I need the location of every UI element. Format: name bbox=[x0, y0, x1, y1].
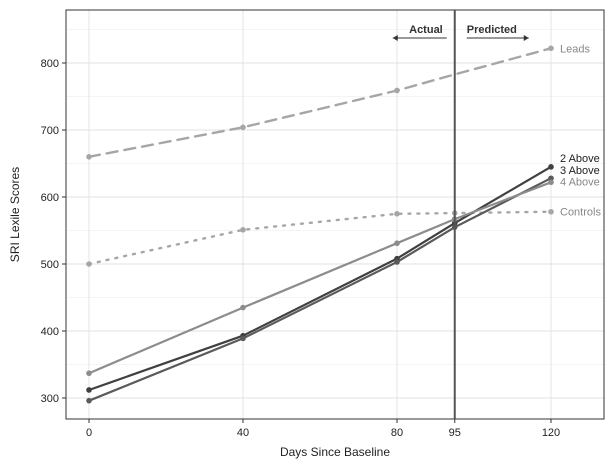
data-point bbox=[394, 240, 400, 247]
series-line bbox=[87, 47, 553, 159]
data-point bbox=[548, 45, 554, 52]
y-tick-label: 800 bbox=[41, 58, 59, 70]
y-tick-label: 400 bbox=[41, 326, 59, 338]
actual-arrowhead bbox=[392, 35, 398, 41]
x-tick-label: 80 bbox=[391, 427, 403, 439]
data-point bbox=[240, 304, 246, 311]
series-line bbox=[87, 181, 553, 375]
x-tick-label: 0 bbox=[86, 427, 92, 439]
predicted-arrowhead bbox=[523, 35, 529, 41]
data-point bbox=[548, 164, 554, 170]
x-axis-ticks: 0 40 80 95 120 bbox=[86, 419, 560, 439]
x-tick-label: 95 bbox=[449, 427, 461, 439]
data-point bbox=[86, 387, 92, 393]
data-point bbox=[394, 87, 400, 94]
series-label: 4 Above bbox=[560, 177, 600, 189]
data-point bbox=[86, 154, 92, 160]
series-line bbox=[87, 165, 553, 392]
series-3-above bbox=[86, 175, 554, 404]
series-layer bbox=[86, 45, 554, 404]
series-label: 2 Above bbox=[560, 153, 600, 165]
data-point bbox=[548, 175, 554, 182]
series-label: Controls bbox=[560, 207, 601, 219]
series-4-above bbox=[86, 179, 554, 377]
data-point bbox=[548, 208, 554, 215]
data-point bbox=[240, 124, 246, 131]
plot-panel bbox=[65, 9, 605, 420]
grid-lines bbox=[66, 10, 604, 419]
data-point bbox=[548, 179, 554, 186]
y-axis-ticks: 300 400 500 600 700 800 bbox=[41, 58, 66, 405]
series-label: 3 Above bbox=[560, 165, 600, 177]
predicted-label: Predicted bbox=[467, 24, 517, 36]
data-point bbox=[86, 370, 92, 377]
x-tick-label: 120 bbox=[542, 427, 560, 439]
series-controls bbox=[86, 208, 554, 267]
data-point bbox=[394, 259, 400, 265]
x-axis-title: Days Since Baseline bbox=[280, 445, 390, 459]
data-point bbox=[86, 261, 92, 267]
data-point bbox=[240, 335, 246, 342]
data-point bbox=[394, 210, 400, 217]
data-point bbox=[240, 227, 246, 233]
data-point bbox=[86, 397, 92, 404]
series-line bbox=[87, 210, 553, 266]
y-tick-label: 600 bbox=[41, 192, 59, 204]
y-axis-title: SRI Lexile Scores bbox=[8, 167, 22, 262]
series-label: Leads bbox=[560, 43, 590, 55]
actual-label: Actual bbox=[409, 24, 443, 36]
actual-predicted-divider: Actual Predicted bbox=[392, 10, 529, 419]
y-tick-label: 300 bbox=[41, 393, 59, 405]
x-tick-label: 40 bbox=[237, 427, 249, 439]
series-2-above bbox=[86, 164, 554, 393]
series-leads bbox=[86, 45, 554, 160]
y-tick-label: 500 bbox=[41, 259, 59, 271]
y-tick-label: 700 bbox=[41, 125, 59, 137]
